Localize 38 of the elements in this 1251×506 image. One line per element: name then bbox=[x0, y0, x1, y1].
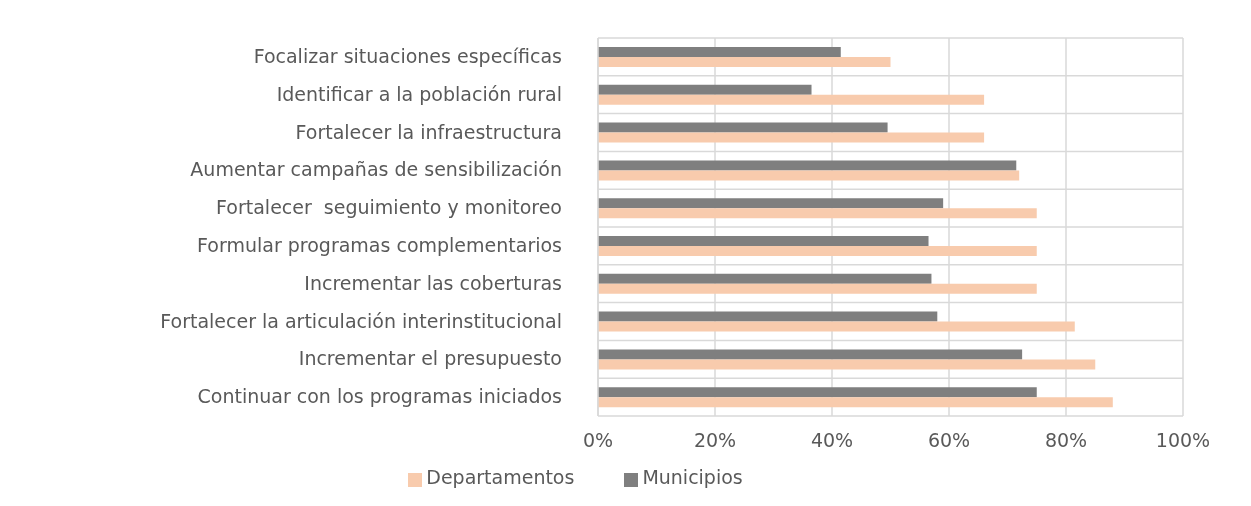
bar bbox=[598, 321, 1075, 332]
y-tick-label: Incrementar el presupuesto bbox=[298, 347, 562, 370]
x-tick-label: 60% bbox=[927, 429, 971, 452]
y-tick-label: Formular programas complementarios bbox=[197, 233, 562, 256]
bar bbox=[598, 283, 1037, 294]
bar bbox=[598, 397, 1113, 408]
bar bbox=[598, 273, 932, 284]
y-tick-label: Continuar con los programas iniciados bbox=[197, 385, 562, 408]
y-tick-label: Aumentar campañas de sensibilización bbox=[190, 158, 562, 181]
bar bbox=[598, 84, 812, 95]
bar bbox=[598, 359, 1096, 370]
legend-label: Departamentos bbox=[426, 466, 575, 488]
bar bbox=[598, 170, 1020, 181]
y-tick-label: Fortalecer la articulación interinstitucional bbox=[160, 309, 562, 332]
y-tick-label: Identificar a la población rural bbox=[276, 82, 562, 105]
y-tick-label: Fortalecer la infraestructura bbox=[295, 120, 562, 143]
bar bbox=[598, 387, 1037, 398]
bar bbox=[598, 311, 938, 322]
y-tick-label: Incrementar las coberturas bbox=[304, 271, 562, 294]
bar bbox=[598, 57, 891, 67]
x-tick-label: 0% bbox=[582, 429, 614, 452]
bar bbox=[598, 349, 1023, 360]
bar bbox=[598, 208, 1037, 219]
bar bbox=[598, 132, 985, 143]
x-tick-label: 40% bbox=[810, 429, 854, 452]
bar bbox=[598, 94, 985, 105]
legend-label: Municipios bbox=[642, 466, 743, 488]
x-tick-label: 20% bbox=[693, 429, 737, 452]
bar bbox=[598, 236, 929, 246]
y-tick-label: Fortalecer seguimiento y monitoreo bbox=[216, 196, 562, 219]
bar bbox=[598, 160, 1017, 171]
bar bbox=[598, 246, 1037, 256]
bar bbox=[598, 122, 888, 133]
y-tick-label: Focalizar situaciones específicas bbox=[253, 44, 562, 67]
x-tick-label: 100% bbox=[1155, 429, 1211, 452]
bar bbox=[598, 47, 841, 57]
x-tick-label: 80% bbox=[1044, 429, 1088, 452]
bar bbox=[598, 198, 944, 209]
